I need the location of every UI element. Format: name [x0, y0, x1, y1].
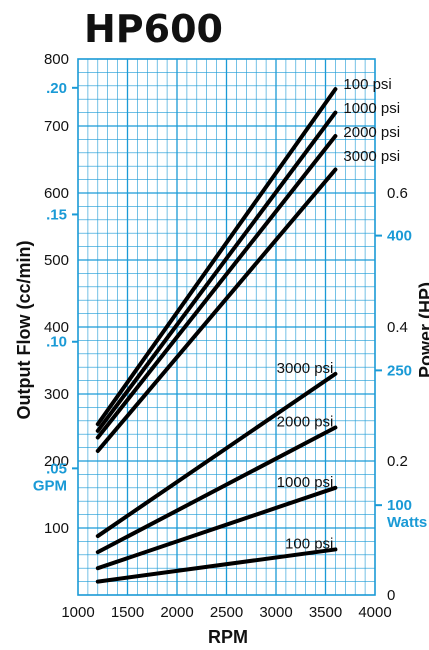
hp-tick-label: 0.6: [387, 185, 408, 202]
gpm-unit-label: GPM: [33, 477, 67, 494]
hp-tick-label: 0: [387, 587, 395, 604]
power-curve-label: 2000 psi: [277, 414, 334, 431]
chart-title: HP600: [84, 7, 223, 51]
watts-tick-label: 400: [387, 228, 412, 245]
power-curve-label: 1000 psi: [277, 474, 334, 491]
y-tick-label: 200: [44, 453, 69, 470]
power-curve-3000-psi: [95, 371, 338, 539]
flow-curve-3000-psi: [95, 167, 338, 453]
x-tick-label: 3000: [259, 604, 292, 621]
power-curve-label: 100 psi: [285, 535, 333, 552]
right-axis-label: Power (HP): [416, 282, 429, 378]
gpm-tick-label: .20: [46, 80, 67, 97]
x-tick-label: 1000: [61, 604, 94, 621]
x-tick-label: 4000: [358, 604, 391, 621]
plot-frame: [77, 58, 376, 596]
power-curve-1000-psi: [95, 485, 338, 571]
power-curve-2000-psi: [95, 425, 338, 555]
flow-curve-label: 100 psi: [343, 76, 391, 93]
gpm-tick-label: .05: [46, 460, 67, 477]
gpm-tick-label: .10: [46, 334, 67, 351]
power-curve-label: 3000 psi: [277, 360, 334, 377]
y-tick-label: 100: [44, 520, 69, 537]
x-tick-label: 1500: [111, 604, 144, 621]
gpm-tick-label: .15: [46, 206, 67, 223]
watts-tick-label: 250: [387, 362, 412, 379]
flow-curve-100-psi: [95, 87, 338, 427]
hp-tick-label: 0.4: [387, 319, 408, 336]
y-tick-label: 600: [44, 185, 69, 202]
y-tick-label: 300: [44, 386, 69, 403]
x-axis-label: RPM: [208, 627, 248, 647]
y-tick-label: 400: [44, 319, 69, 336]
y-axis-label: Output Flow (cc/min): [14, 241, 34, 420]
flow-curve-label: 1000 psi: [343, 100, 400, 117]
hp-tick-label: 0.2: [387, 453, 408, 470]
watts-tick-label: 100: [387, 497, 412, 514]
x-tick-label: 2500: [210, 604, 243, 621]
flow-curve-label: 2000 psi: [343, 124, 400, 141]
flow-curve-label: 3000 psi: [343, 148, 400, 165]
power-curve-100-psi: [95, 547, 338, 584]
chart-marks: [95, 87, 338, 584]
x-tick-label: 2000: [160, 604, 193, 621]
flow-curve-2000-psi: [95, 134, 338, 440]
y-tick-label: 500: [44, 252, 69, 269]
y-tick-label: 800: [44, 51, 69, 68]
watts-unit-label: Watts: [387, 514, 427, 531]
x-tick-label: 3500: [309, 604, 342, 621]
chart-grid: [77, 58, 376, 596]
flow-curve-1000-psi: [95, 110, 338, 433]
chart-labels: 1000 1500 2000 2500 3000 3500 4000100200300400…: [33, 51, 427, 621]
y-tick-label: 700: [44, 118, 69, 135]
